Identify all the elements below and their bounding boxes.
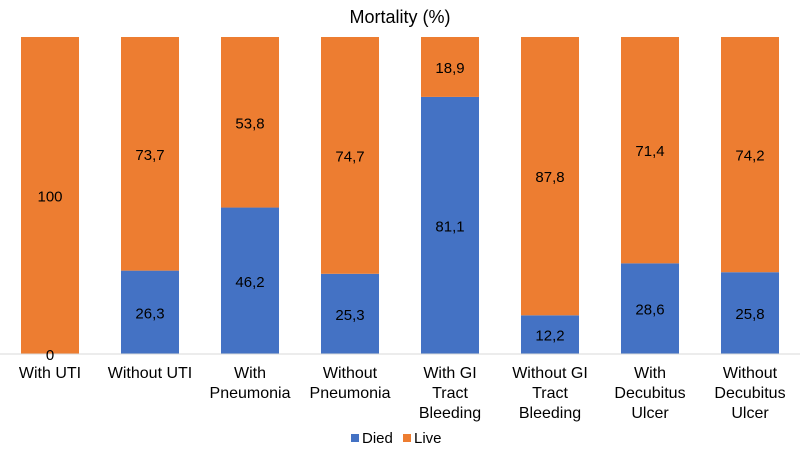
data-label-live-6: 71,4 <box>635 143 664 160</box>
legend-label-live: Live <box>414 430 442 447</box>
bar-died-6 <box>621 263 679 354</box>
x-tick-label-2: With <box>234 365 266 382</box>
legend-swatch-died <box>351 434 359 442</box>
x-tick-label-5: Without GI <box>512 365 588 382</box>
data-label-died-0: 0 <box>46 347 54 364</box>
data-label-live-1: 73,7 <box>135 147 164 164</box>
data-label-died-3: 25,3 <box>335 307 364 324</box>
data-label-died-5: 12,2 <box>535 328 564 345</box>
data-label-died-2: 46,2 <box>235 274 264 291</box>
bar-died-5 <box>521 315 579 354</box>
bar-live-2 <box>221 37 279 208</box>
bar-live-0 <box>21 37 79 354</box>
bar-live-7 <box>721 37 779 273</box>
x-tick-label-2: Pneumonia <box>210 385 291 402</box>
legend-label-died: Died <box>362 430 393 447</box>
x-tick-label-5: Tract <box>532 385 568 402</box>
x-tick-label-4: Bleeding <box>419 405 481 422</box>
x-tick-label-4: With GI <box>423 365 476 382</box>
bar-died-4 <box>421 96 479 355</box>
x-tick-label-3: Without <box>323 365 378 382</box>
data-label-live-2: 53,8 <box>235 115 264 132</box>
data-label-died-6: 28,6 <box>635 302 664 319</box>
data-label-died-4: 81,1 <box>435 218 464 235</box>
bar-live-4 <box>421 37 479 97</box>
bar-live-3 <box>321 37 379 274</box>
x-tick-label-0: With UTI <box>19 365 81 382</box>
chart-title: Mortality (%) <box>349 7 450 27</box>
legend-swatch-live <box>403 434 411 442</box>
x-tick-label-4: Tract <box>432 385 468 402</box>
x-tick-label-3: Pneumonia <box>310 385 391 402</box>
x-tick-label-7: Decubitus <box>714 385 785 402</box>
data-label-died-1: 26,3 <box>135 305 164 322</box>
x-tick-label-6: Ulcer <box>631 405 669 422</box>
bar-live-1 <box>121 37 179 271</box>
x-tick-label-7: Without <box>723 365 778 382</box>
data-label-died-7: 25,8 <box>735 306 764 323</box>
x-tick-label-5: Bleeding <box>519 405 581 422</box>
data-labels: 0 100 26,3 73,7 46,2 53,8 25,3 74,7 81,1 18,9 12,2… <box>37 60 764 364</box>
data-label-live-5: 87,8 <box>535 169 564 186</box>
data-label-live-7: 74,2 <box>735 148 764 165</box>
bar-died-1 <box>121 270 179 354</box>
bar-live-6 <box>621 37 679 264</box>
bar-died-2 <box>221 207 279 354</box>
data-label-live-3: 74,7 <box>335 148 364 165</box>
data-label-live-4: 18,9 <box>435 60 464 77</box>
legend: Died Live <box>351 430 442 447</box>
x-tick-label-7: Ulcer <box>731 405 769 422</box>
x-tick-labels: With UTI Without UTI With Pneumonia Without P… <box>19 365 786 422</box>
bar-died-3 <box>321 273 379 354</box>
data-label-live-0: 100 <box>37 189 62 206</box>
x-tick-label-6: With <box>634 365 666 382</box>
bar-died-7 <box>721 272 779 354</box>
x-tick-label-6: Decubitus <box>614 385 685 402</box>
bars-group <box>21 37 779 355</box>
x-tick-label-1: Without UTI <box>108 365 192 382</box>
bar-live-5 <box>521 37 579 316</box>
